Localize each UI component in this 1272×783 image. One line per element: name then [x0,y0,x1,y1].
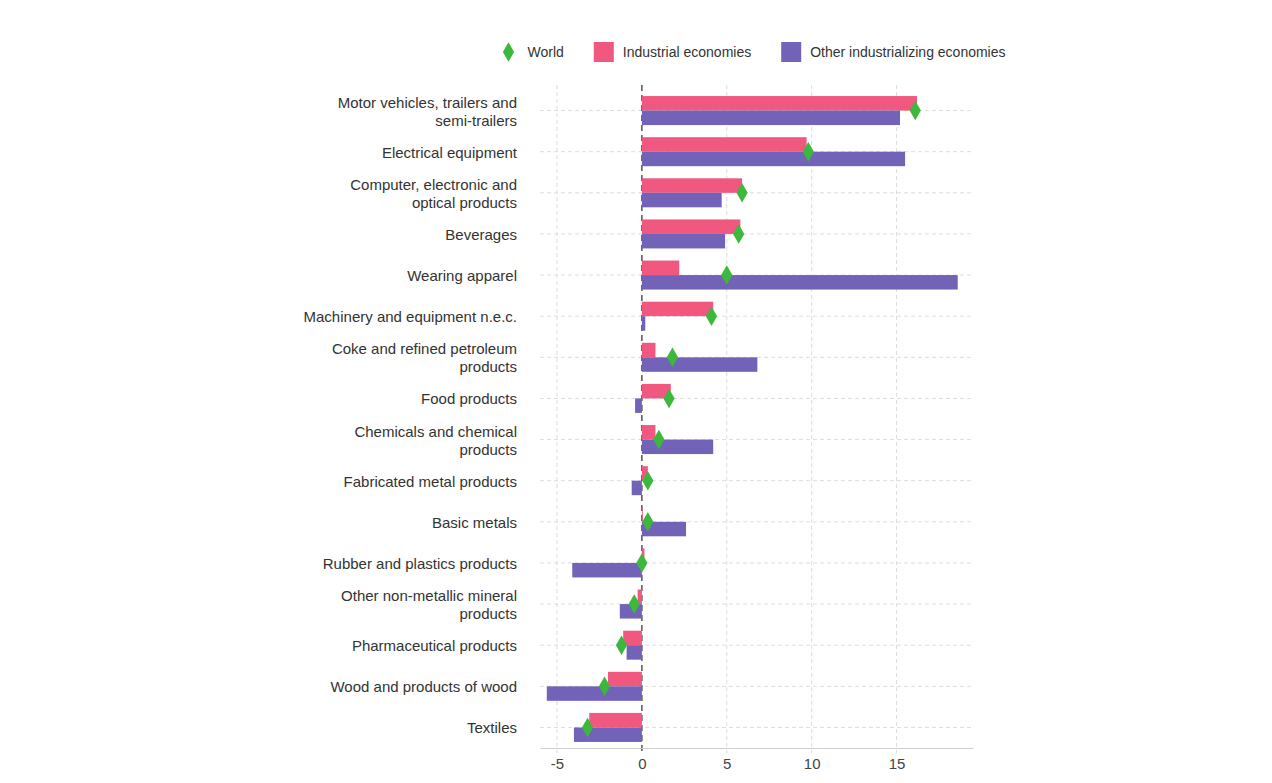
legend-swatch [781,42,801,62]
tick: -5 [551,748,564,772]
point [721,265,732,285]
bar [642,275,958,290]
tick-label: 5 [723,755,731,772]
bar [608,672,642,687]
grid-line [556,85,557,753]
category-label: Rubber and plastics products [323,554,517,571]
legend-item: Industrial economies [594,42,751,62]
tick-label: 15 [889,755,906,772]
bar [642,343,656,358]
category-label: Other non-metallic mineralproducts [341,587,517,622]
bar [547,686,642,701]
bar [642,137,807,152]
point [910,101,921,121]
grid-line-horizontal [540,480,973,481]
category-label: Motor vehicles, trailers andsemi-trailer… [338,93,517,128]
legend-item: World [503,42,564,62]
category-label: Basic metals [432,513,517,530]
legend-swatch [503,42,514,62]
bar [635,398,642,413]
grid-line-horizontal [540,233,973,234]
point [582,718,593,738]
grid-line-horizontal [540,192,973,193]
category-label: Beverages [445,225,517,242]
bar [641,507,643,522]
category-label: Food products [421,390,517,407]
bar [642,234,725,249]
bar [632,481,642,496]
legend-swatch [594,42,614,62]
point [599,677,610,697]
tick: 15 [889,748,906,772]
grid-line-horizontal [540,604,973,605]
point [736,183,747,203]
point [667,348,678,368]
point [642,512,653,532]
category-label: Electrical equipment [382,143,518,160]
bar [642,96,917,111]
point [706,306,717,326]
point [803,142,814,162]
bar [642,178,742,193]
point [733,224,744,244]
tick: 10 [804,748,821,772]
category-label: Coke and refined petroleumproducts [332,340,517,375]
bar [589,713,642,728]
bar [642,111,900,126]
grid-line-horizontal [540,316,973,317]
tick-label: -5 [551,755,564,772]
bar [642,152,905,167]
point [653,430,664,450]
point [636,553,647,573]
legend-item: Other industrializing economies [781,42,1005,62]
marks [547,96,958,742]
category-label: Pharmaceutical products [352,637,517,654]
legend-label: Other industrializing economies [810,44,1005,60]
point [663,389,674,409]
point [642,471,653,491]
grid-line [811,85,812,753]
bar [642,219,740,234]
bar [642,357,757,372]
bar [642,425,656,440]
category-label: Chemicals and chemicalproducts [354,422,517,457]
bar [572,563,642,578]
tick-label: 10 [804,755,821,772]
bar [627,645,642,660]
grid [540,85,973,753]
bar [642,261,679,276]
x-axis: -5 0 5 10 15 [541,748,974,772]
grid-line [896,85,897,753]
tick: 0 [638,748,646,772]
axis-line [541,748,974,749]
category-label: Wood and products of wood [330,678,517,695]
chart: -5 0 5 10 15 Motor vehicles, trailers andsemi… [0,0,1272,783]
grid-line-horizontal [540,398,973,399]
grid-line-horizontal [540,439,973,440]
bar [623,631,642,646]
tick-label: 0 [638,755,646,772]
point [616,635,627,655]
category-label: Textiles [467,719,517,736]
tick: 5 [723,748,731,772]
bar [642,316,645,331]
bar [642,302,713,317]
bar [642,193,722,208]
category-labels: Motor vehicles, trailers andsemi-trailer… [304,93,518,736]
category-label: Computer, electronic andoptical products [350,175,517,210]
legend-label: Industrial economies [623,44,751,60]
grid-line-horizontal [540,645,973,646]
legend: World Industrial economies Other industria… [503,42,1006,62]
category-label: Fabricated metal products [344,472,517,489]
point [629,594,640,614]
legend-label: World [527,44,563,60]
category-label: Machinery and equipment n.e.c. [304,308,517,325]
category-label: Wearing apparel [407,267,517,284]
bar [642,440,713,455]
grid-line-horizontal [540,521,973,522]
